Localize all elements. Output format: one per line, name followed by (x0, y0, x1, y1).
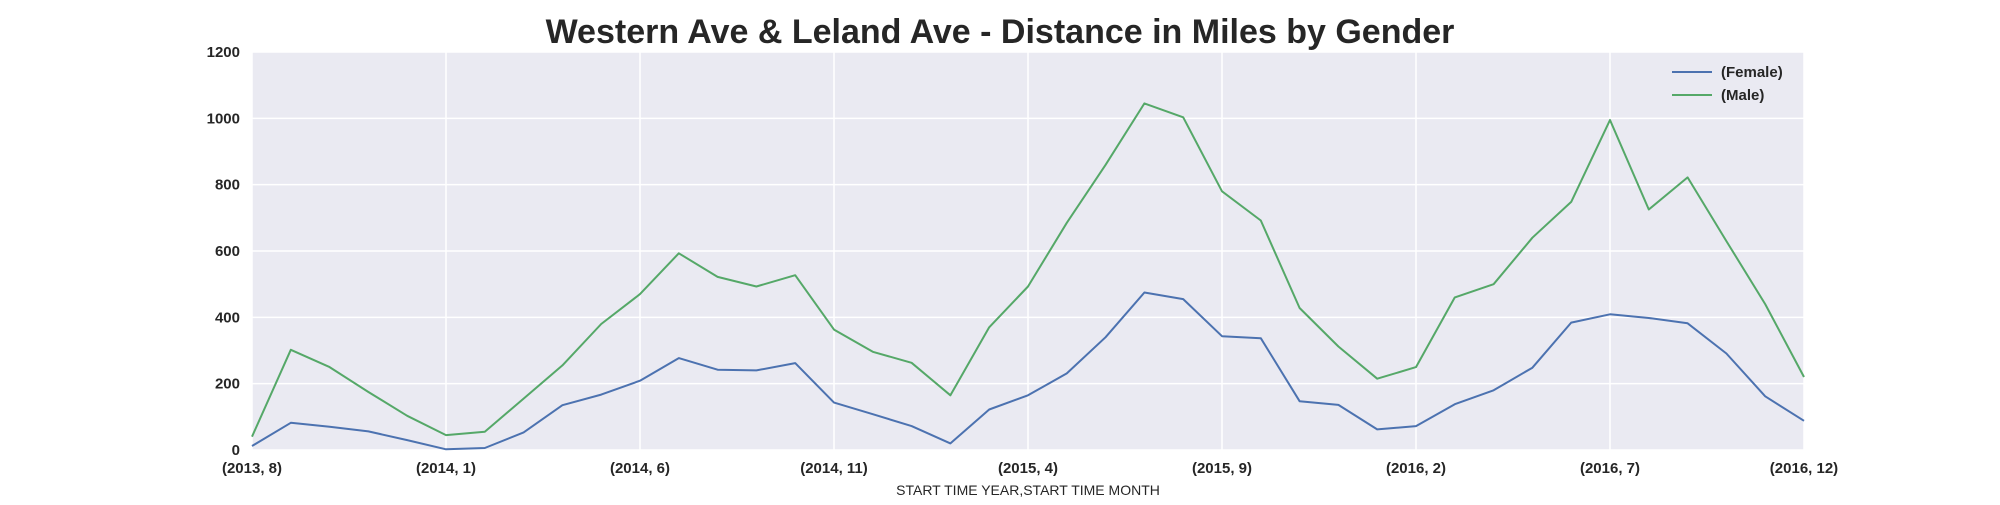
series-line-female (251, 291, 1805, 451)
series-lines (251, 102, 1805, 451)
chart-title: Western Ave & Leland Ave - Distance in M… (546, 13, 1455, 51)
y-tick-label: 600 (215, 243, 240, 260)
y-tick-label: 400 (215, 309, 240, 326)
x-tick-label: (2016, 2) (1386, 460, 1446, 477)
x-axis-ticks: (2013, 8) (2014, 1) (2014, 6) (2014, 11) (20… (222, 460, 1838, 477)
x-tick-label: (2014, 11) (800, 460, 868, 477)
x-tick-label: (2014, 6) (610, 460, 670, 477)
y-tick-label: 800 (215, 177, 240, 194)
x-tick-label: (2016, 7) (1580, 460, 1640, 477)
x-tick-label: (2015, 4) (998, 460, 1058, 477)
y-axis-ticks: 0 200 400 600 800 1000 1200 (207, 44, 240, 459)
y-tick-label: 1000 (207, 110, 240, 127)
x-axis-label: START TIME YEAR,START TIME MONTH (896, 482, 1160, 498)
y-tick-label: 200 (215, 376, 240, 393)
x-tick-label: (2013, 8) (222, 460, 282, 477)
x-tick-label: (2014, 1) (416, 460, 476, 477)
legend: (Female) (Male) (1672, 64, 1783, 104)
x-tick-label: (2016, 12) (1770, 460, 1838, 477)
y-tick-label: 0 (232, 442, 240, 459)
legend-label: (Male) (1721, 87, 1764, 104)
gridlines (251, 51, 1805, 451)
y-tick-label: 1200 (207, 44, 240, 61)
series-line-male (251, 102, 1805, 438)
legend-label: (Female) (1721, 64, 1783, 81)
x-tick-label: (2015, 9) (1192, 460, 1252, 477)
